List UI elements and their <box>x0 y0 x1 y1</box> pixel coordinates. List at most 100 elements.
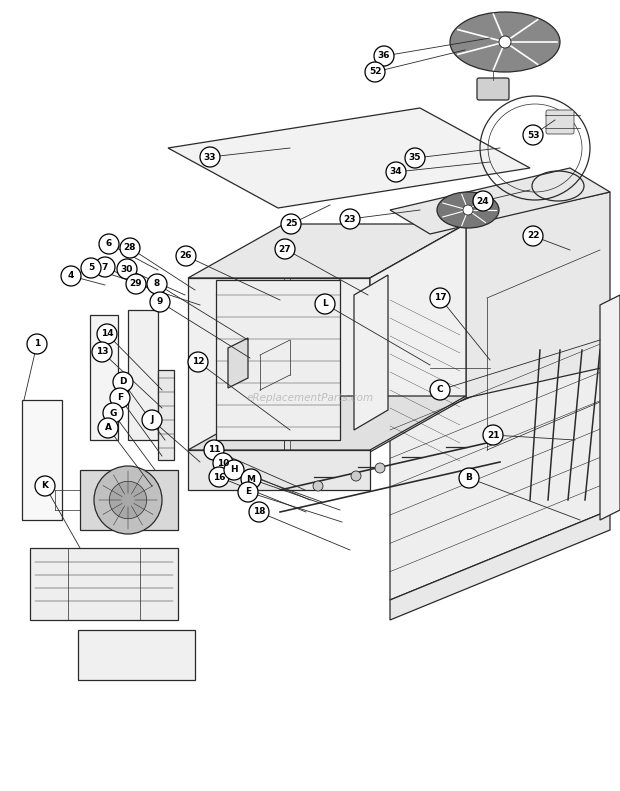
Text: 34: 34 <box>390 168 402 176</box>
Circle shape <box>117 259 137 279</box>
Circle shape <box>27 334 47 354</box>
Polygon shape <box>22 400 62 520</box>
Polygon shape <box>128 310 158 440</box>
Circle shape <box>188 352 208 372</box>
Polygon shape <box>78 630 195 680</box>
Text: 52: 52 <box>369 67 381 77</box>
FancyBboxPatch shape <box>477 78 509 100</box>
Text: K: K <box>42 482 48 490</box>
Text: D: D <box>119 377 126 387</box>
Text: 29: 29 <box>130 279 143 289</box>
Text: J: J <box>150 415 154 425</box>
Polygon shape <box>188 224 466 278</box>
Circle shape <box>340 209 360 229</box>
Text: 6: 6 <box>106 240 112 248</box>
Circle shape <box>35 476 55 496</box>
Text: 13: 13 <box>95 347 108 357</box>
Text: 25: 25 <box>285 219 297 229</box>
Circle shape <box>459 468 479 488</box>
Polygon shape <box>90 315 118 440</box>
Circle shape <box>281 214 301 234</box>
Circle shape <box>150 292 170 312</box>
Circle shape <box>275 239 295 259</box>
Circle shape <box>463 205 473 215</box>
Circle shape <box>200 147 220 167</box>
Circle shape <box>430 380 450 400</box>
Text: 4: 4 <box>68 271 74 281</box>
Polygon shape <box>390 168 610 234</box>
Polygon shape <box>354 275 388 430</box>
Text: F: F <box>117 393 123 403</box>
Text: 30: 30 <box>121 264 133 274</box>
Ellipse shape <box>437 192 499 228</box>
Text: L: L <box>322 300 328 308</box>
Text: 8: 8 <box>154 279 160 289</box>
Text: 9: 9 <box>157 297 163 306</box>
Text: 27: 27 <box>278 244 291 253</box>
Text: H: H <box>230 465 238 475</box>
Circle shape <box>473 191 493 211</box>
Circle shape <box>523 226 543 246</box>
Polygon shape <box>466 192 610 398</box>
Circle shape <box>94 466 162 534</box>
Circle shape <box>113 372 133 392</box>
Circle shape <box>249 502 269 522</box>
Text: 23: 23 <box>343 214 356 224</box>
Text: 21: 21 <box>487 430 499 440</box>
Text: 22: 22 <box>527 232 539 240</box>
Polygon shape <box>188 278 370 450</box>
Circle shape <box>126 274 146 294</box>
Text: A: A <box>105 423 112 433</box>
Polygon shape <box>188 396 466 450</box>
Circle shape <box>81 258 101 278</box>
Text: eReplacementParts.com: eReplacementParts.com <box>246 393 374 403</box>
Text: 35: 35 <box>409 153 421 162</box>
Polygon shape <box>390 510 610 620</box>
Circle shape <box>109 481 147 519</box>
Text: 16: 16 <box>213 472 225 482</box>
Circle shape <box>499 36 511 48</box>
Circle shape <box>176 246 196 266</box>
Polygon shape <box>370 224 466 450</box>
Circle shape <box>224 460 244 480</box>
Polygon shape <box>390 340 610 600</box>
Circle shape <box>98 418 118 438</box>
Circle shape <box>204 440 224 460</box>
Text: B: B <box>466 474 472 483</box>
Text: 24: 24 <box>477 196 489 206</box>
Polygon shape <box>370 224 466 452</box>
Circle shape <box>103 403 123 423</box>
Circle shape <box>213 453 233 473</box>
Circle shape <box>92 342 112 362</box>
Polygon shape <box>158 370 174 460</box>
Text: C: C <box>436 385 443 395</box>
Circle shape <box>147 274 167 294</box>
Circle shape <box>95 257 115 277</box>
Circle shape <box>99 234 119 254</box>
Text: 18: 18 <box>253 508 265 517</box>
Polygon shape <box>30 548 178 620</box>
Text: 33: 33 <box>204 153 216 161</box>
FancyBboxPatch shape <box>546 110 574 134</box>
Circle shape <box>238 482 258 502</box>
Text: E: E <box>245 487 251 497</box>
Circle shape <box>209 467 229 487</box>
Text: 11: 11 <box>208 445 220 455</box>
Circle shape <box>405 148 425 168</box>
Circle shape <box>61 266 81 286</box>
Circle shape <box>375 463 385 473</box>
Polygon shape <box>600 295 620 520</box>
Circle shape <box>430 288 450 308</box>
Text: 10: 10 <box>217 459 229 467</box>
Polygon shape <box>216 280 340 440</box>
Circle shape <box>110 388 130 408</box>
Text: 1: 1 <box>34 339 40 349</box>
Circle shape <box>97 324 117 344</box>
Polygon shape <box>168 108 530 208</box>
Text: M: M <box>247 475 255 483</box>
Text: 28: 28 <box>124 244 136 252</box>
Polygon shape <box>228 338 248 388</box>
Text: 12: 12 <box>192 358 204 366</box>
Text: 36: 36 <box>378 51 390 60</box>
Polygon shape <box>80 470 178 530</box>
